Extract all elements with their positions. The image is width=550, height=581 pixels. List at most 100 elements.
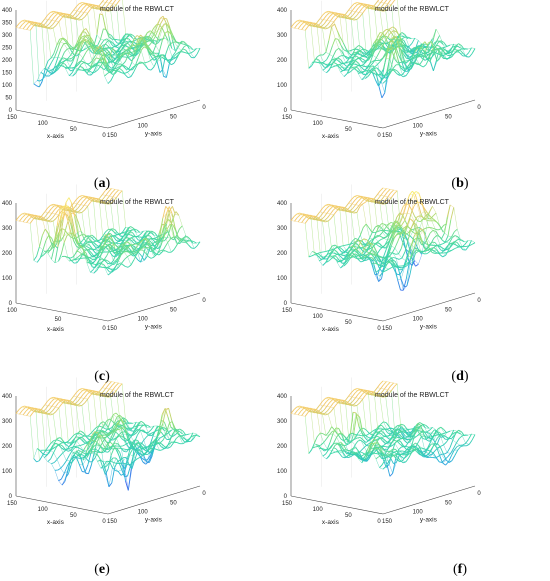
mesh-line [106,48,111,56]
mesh-line [319,260,324,266]
mesh-line [173,244,178,250]
mesh-line [22,217,27,223]
mesh-line [63,43,68,50]
mesh-line [384,3,389,8]
mesh-line [339,66,343,69]
mesh-line [100,39,105,41]
mesh-line [361,46,366,50]
mesh-line [456,51,461,54]
mesh-line [341,248,345,252]
mesh-line [160,54,165,60]
mesh-line [424,58,429,61]
mesh-line [348,199,352,204]
mesh-line [391,45,396,48]
mesh-line [88,46,93,54]
mesh-line [66,58,70,61]
mesh-line [328,12,333,14]
mesh-line [19,24,23,29]
mesh-line [18,213,23,218]
mesh-line [101,56,106,64]
mesh-line [47,220,52,243]
mesh-line [383,248,387,257]
mesh-line [101,9,105,11]
mesh-line [330,58,335,65]
mesh-line [442,241,447,245]
mesh-line [356,195,361,197]
mesh-line [127,69,131,73]
mesh-line [419,44,424,48]
mesh-line [391,50,396,60]
mesh-line [377,60,381,65]
mesh-line [153,59,158,63]
mesh-line [131,62,136,66]
z-tick-label: 300 [2,33,13,39]
mesh-line [136,37,140,40]
mesh-line [49,217,53,221]
mesh-line [322,220,327,252]
mesh-line [454,43,459,47]
mesh-line [100,58,105,62]
mesh-line [328,63,333,65]
mesh-line [388,267,392,270]
mesh-line [60,41,64,44]
mesh-line [140,38,145,46]
mesh-line [336,14,340,16]
mesh-line [379,69,384,75]
mesh-line [317,25,322,27]
panel-d: module of the RBWLCT01002003004001501005… [277,184,481,333]
mesh-line [371,7,376,9]
mesh-line [70,14,74,18]
mesh-line [330,16,334,22]
mesh-line [39,78,44,88]
mesh-line [368,65,373,70]
mesh-line [401,62,406,65]
mesh-line [433,61,438,71]
mesh-line [110,55,114,59]
mesh-line [42,75,47,79]
mesh-line [107,272,112,276]
mesh-line [72,18,77,20]
mesh-line [120,48,124,51]
mesh-line [63,13,67,15]
mesh-line [56,11,60,14]
mesh-line [387,48,392,52]
mesh-line [165,250,169,253]
y-tick-label: 150 [107,133,118,139]
mesh-line [344,69,349,71]
mesh-line [326,67,331,73]
mesh-line [367,54,372,59]
mesh-line [85,245,90,249]
mesh-line [157,38,162,42]
mesh-line [357,73,363,80]
mesh-line [108,192,113,197]
mesh-line [427,45,431,62]
mesh-line [370,60,375,66]
mesh-line [143,36,147,39]
mesh-line [444,45,448,48]
mesh-line [167,30,172,35]
mesh-line [41,211,46,216]
mesh-line [446,251,450,254]
mesh-line [56,41,61,46]
mesh-line [385,50,390,54]
mesh-line [59,61,63,65]
mesh-line [94,45,99,50]
mesh-line [42,73,47,79]
mesh-line [67,54,72,59]
mesh-line [56,39,61,46]
mesh-line [153,25,158,34]
mesh-line [52,71,56,73]
mesh-line [110,35,115,40]
mesh-line [402,74,407,76]
mesh-line [332,13,337,15]
mesh-line [133,39,138,42]
mesh-line [410,47,415,54]
mesh-line [159,15,164,19]
mesh-line [350,18,355,55]
mesh-line [454,49,459,54]
mesh-line [74,17,79,19]
mesh-line [75,68,79,74]
mesh-line [85,42,90,47]
mesh-line [143,46,148,49]
mesh-line [61,62,66,69]
